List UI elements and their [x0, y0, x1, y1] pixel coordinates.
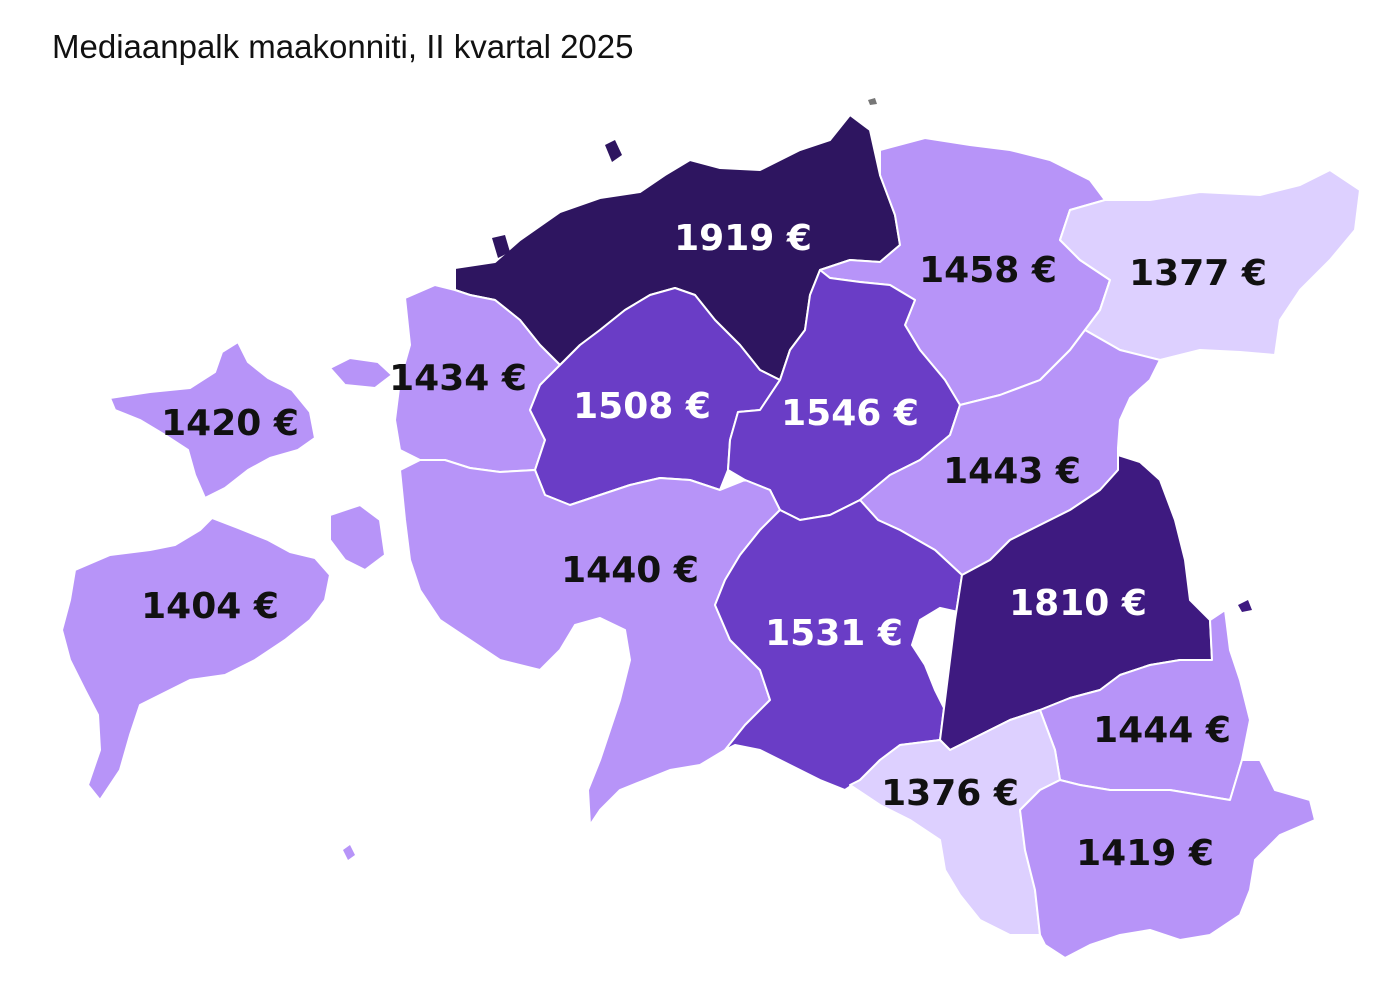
label-ida-viru: 1377 €	[1129, 253, 1267, 294]
label-voru: 1419 €	[1076, 833, 1214, 874]
label-tartu: 1810 €	[1009, 583, 1147, 624]
label-jogeva: 1443 €	[943, 451, 1081, 492]
label-jarva: 1546 €	[781, 393, 919, 434]
island-mohni	[868, 98, 877, 105]
region-hiiu[interactable]	[109, 341, 316, 499]
region-parnu[interactable]	[399, 459, 781, 826]
label-laane: 1434 €	[389, 358, 527, 399]
label-laane-viru: 1458 €	[919, 250, 1057, 291]
region-voru[interactable]	[1019, 759, 1316, 959]
label-polva: 1444 €	[1093, 710, 1231, 751]
region-labels: 1919 € 1458 € 1377 € 1420 € 1434 € 1508 …	[141, 218, 1267, 874]
island-kihnu	[343, 845, 355, 860]
map-title: Mediaanpalk maakonniti, II kvartal 2025	[52, 28, 634, 65]
island-muhu	[329, 503, 387, 572]
label-viljandi: 1531 €	[765, 613, 903, 654]
region-ida-viru[interactable]	[1059, 169, 1361, 361]
region-saare[interactable]	[61, 517, 331, 801]
label-harju: 1919 €	[674, 218, 812, 259]
island-naissaar	[492, 235, 510, 258]
island-vormsi	[328, 356, 394, 390]
island-aegna	[605, 140, 622, 162]
label-parnu: 1440 €	[561, 550, 699, 591]
label-rapla: 1508 €	[573, 386, 711, 427]
label-valga: 1376 €	[881, 773, 1019, 814]
label-hiiu: 1420 €	[161, 403, 299, 444]
island-piirissaar	[1238, 600, 1252, 612]
label-saare: 1404 €	[141, 586, 279, 627]
